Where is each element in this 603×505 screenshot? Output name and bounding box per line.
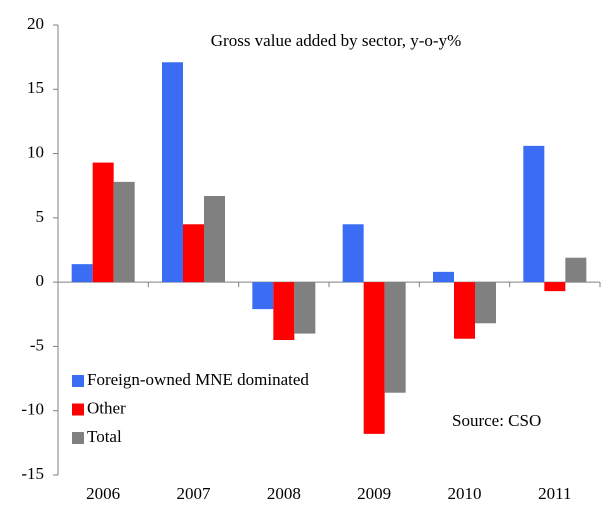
bar (433, 271, 454, 283)
bar (565, 257, 587, 283)
y-tick-label: -15 (21, 464, 44, 483)
bar (113, 181, 135, 283)
y-tick-label: 5 (36, 207, 45, 226)
chart-title: Gross value added by sector, y-o-y% (211, 31, 461, 50)
bar (162, 62, 183, 283)
x-tick-label: 2008 (267, 484, 301, 503)
y-tick-label: -5 (30, 335, 44, 354)
bar (273, 282, 295, 340)
x-tick-label: 2011 (538, 484, 571, 503)
x-tick-label: 2006 (86, 484, 120, 503)
bar (294, 282, 316, 334)
y-tick-label: -10 (21, 400, 44, 419)
x-tick-label: 2007 (177, 484, 212, 503)
bar (454, 282, 475, 339)
y-tick-label: 20 (27, 14, 44, 33)
legend-label: Total (87, 427, 122, 446)
bar (384, 282, 406, 393)
y-tick-label: 10 (27, 142, 44, 161)
x-tick-label: 2010 (448, 484, 482, 503)
legend-label: Other (87, 398, 126, 417)
source-annotation: Source: CSO (452, 411, 541, 430)
legend-label: Foreign-owned MNE dominated (87, 370, 309, 389)
x-tick-label: 2009 (357, 484, 391, 503)
bar (544, 282, 566, 292)
legend-swatch (72, 432, 84, 444)
bar (71, 264, 93, 283)
legend-swatch (72, 403, 84, 416)
bar (204, 196, 225, 283)
bar (252, 282, 274, 310)
bar (342, 224, 364, 283)
y-tick-label: 0 (36, 271, 45, 290)
y-tick-label: 15 (27, 78, 44, 97)
bar (523, 145, 545, 283)
bar (475, 282, 496, 324)
bar (183, 224, 204, 283)
bar (92, 162, 114, 283)
legend-swatch (72, 375, 84, 387)
bar (363, 282, 385, 434)
